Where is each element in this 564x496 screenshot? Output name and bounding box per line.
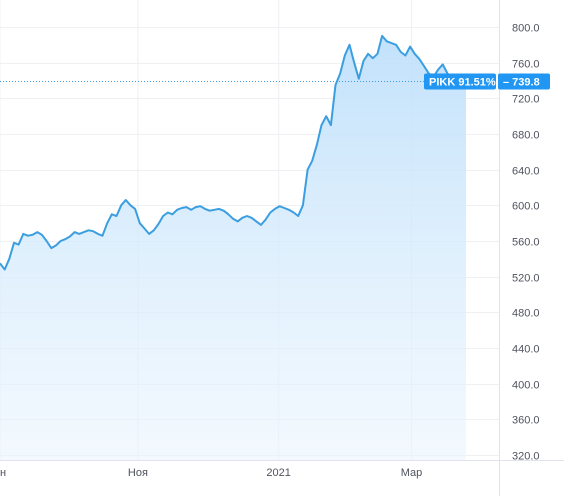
y-tick-label: 680.0 xyxy=(512,130,540,142)
price-area xyxy=(0,35,466,461)
ticker-change-badge xyxy=(424,73,496,90)
y-tick-label: 640.0 xyxy=(512,166,540,178)
last-value-label: – 739.8 xyxy=(503,77,540,89)
x-tick-label: н xyxy=(0,467,6,479)
y-tick-label: 760.0 xyxy=(512,59,540,71)
y-tick-label: 560.0 xyxy=(512,237,540,249)
y-tick-label: 600.0 xyxy=(512,201,540,213)
ticker-change-label: PIKK 91.51% xyxy=(429,77,496,89)
price-axis[interactable]: 800.0 760.0 720.0 680.0 640.0 600.0 560.0 520.0… xyxy=(512,23,540,463)
price-line xyxy=(0,34,466,271)
y-tick-label: 320.0 xyxy=(512,451,540,463)
time-axis[interactable]: н Ноя 2021 Мар xyxy=(0,467,422,479)
last-value-badge xyxy=(498,73,550,90)
y-tick-label: 800.0 xyxy=(512,23,540,35)
y-tick-label: 720.0 xyxy=(512,94,540,106)
y-tick-label: 440.0 xyxy=(512,344,540,356)
y-tick-label: 480.0 xyxy=(512,308,540,320)
y-tick-label: 520.0 xyxy=(512,273,540,285)
x-tick-label: Ноя xyxy=(128,467,148,479)
y-tick-label: 360.0 xyxy=(512,415,540,427)
x-tick-label: Мар xyxy=(401,467,423,479)
x-tick-label: 2021 xyxy=(266,467,290,479)
y-tick-label: 400.0 xyxy=(512,380,540,392)
price-badge: PIKK 91.51% – 739.8 xyxy=(424,73,550,90)
